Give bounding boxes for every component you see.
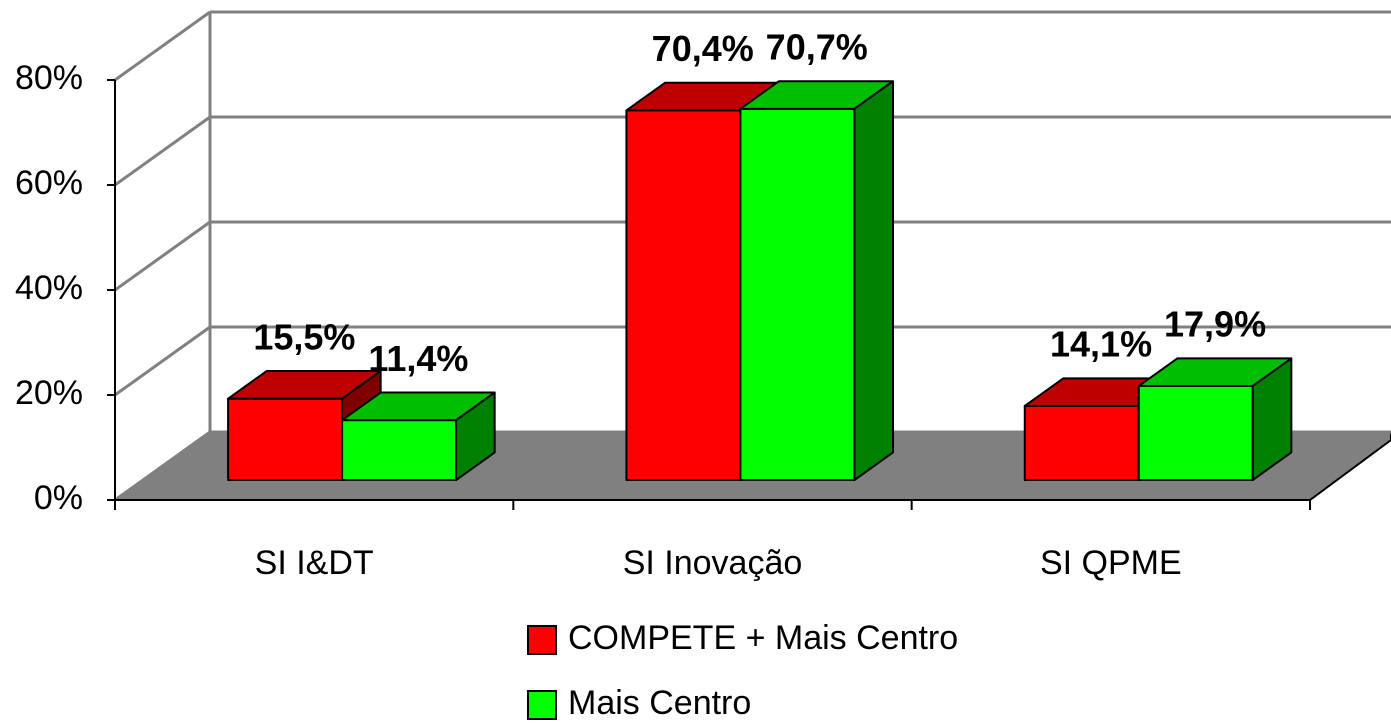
x-tick-label: SI I&DT bbox=[255, 544, 374, 582]
y-tick-label: 0% bbox=[34, 479, 83, 517]
grid-line bbox=[114, 325, 211, 397]
legend-label: COMPETE + Mais Centro bbox=[568, 619, 958, 657]
y-tick-label: 60% bbox=[15, 164, 83, 202]
value-label: 70,7% bbox=[766, 27, 868, 68]
legend-label: Mais Centro bbox=[568, 684, 751, 722]
value-label: 15,5% bbox=[253, 316, 355, 357]
y-tick-label: 40% bbox=[15, 269, 83, 307]
x-tick-label: SI QPME bbox=[1040, 544, 1182, 582]
grid-line bbox=[114, 115, 211, 187]
grid-line bbox=[114, 430, 211, 502]
value-label: 14,1% bbox=[1050, 324, 1152, 365]
bar-side bbox=[1251, 357, 1293, 482]
grid-line bbox=[114, 220, 211, 292]
legend-swatch bbox=[527, 690, 557, 720]
bar-front bbox=[625, 109, 742, 482]
y-tick-label: 20% bbox=[15, 374, 83, 412]
value-label: 70,4% bbox=[652, 28, 754, 69]
grid-line bbox=[114, 10, 211, 82]
y-tick-label: 80% bbox=[15, 59, 83, 97]
bar-front bbox=[227, 397, 344, 482]
bar-side bbox=[853, 80, 894, 482]
bar-front bbox=[1137, 385, 1254, 482]
value-label: 17,9% bbox=[1164, 304, 1266, 345]
legend-swatch bbox=[527, 625, 557, 655]
bar-front bbox=[341, 419, 458, 482]
value-label: 11,4% bbox=[368, 338, 468, 379]
bar-front bbox=[739, 107, 856, 482]
x-tick-label: SI Inovação bbox=[623, 544, 803, 582]
bar bbox=[739, 80, 894, 482]
bar-side bbox=[455, 391, 496, 482]
bar bbox=[341, 391, 496, 482]
bar-front bbox=[1023, 404, 1140, 482]
bar bbox=[1137, 357, 1293, 482]
